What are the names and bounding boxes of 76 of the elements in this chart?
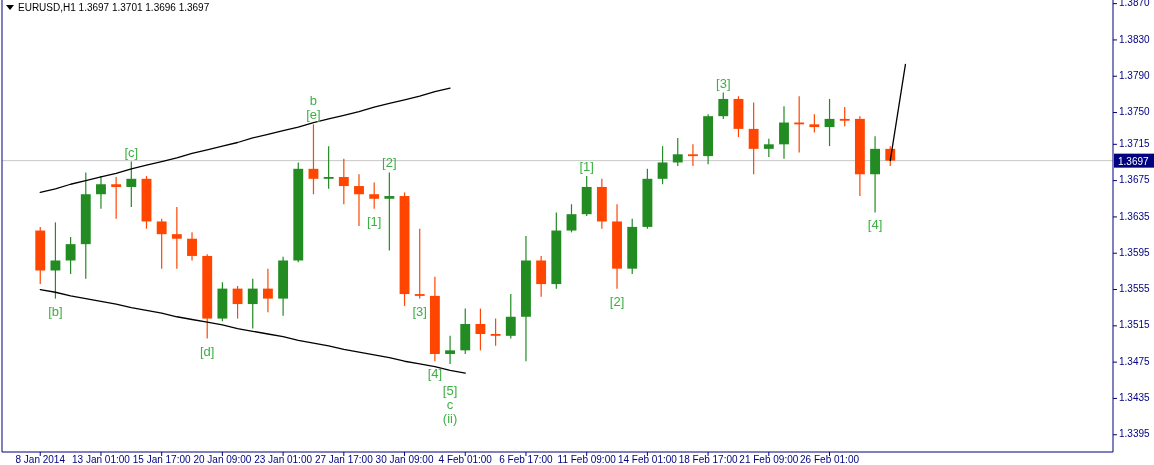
candlestick xyxy=(354,173,364,227)
candlestick xyxy=(96,175,106,210)
candlestick xyxy=(338,158,349,205)
candlestick xyxy=(384,171,395,252)
x-tick-label: 15 Jan 17:00 xyxy=(132,454,192,465)
candlestick xyxy=(262,268,273,313)
text: [2] xyxy=(382,155,397,171)
candlestick xyxy=(748,101,759,175)
y-tick-label: 1.3635 xyxy=(1119,210,1151,222)
ref-line-label: 1.3697 xyxy=(1118,155,1150,167)
y-tick-label: 1.3830 xyxy=(1119,33,1151,45)
x-tick-label: 26 Feb 01:00 xyxy=(800,454,860,465)
text: [b] xyxy=(48,304,63,320)
candlestick xyxy=(323,145,334,190)
candlestick xyxy=(839,106,850,127)
text: [1] xyxy=(366,214,382,230)
candlestick xyxy=(414,228,425,300)
x-tick-label: 8 Jan 2014 xyxy=(15,454,66,465)
candlestick xyxy=(718,91,729,120)
x-tick-label: 11 Feb 09:00 xyxy=(557,454,617,465)
candlestick xyxy=(779,105,789,160)
y-tick-label: 1.3595 xyxy=(1119,246,1151,258)
candlestick xyxy=(672,137,683,167)
text: b [e] xyxy=(306,93,321,123)
candlestick xyxy=(369,181,380,210)
y-tick-label: 1.3395 xyxy=(1119,428,1151,440)
text: [3] xyxy=(412,304,427,320)
text: [c] xyxy=(124,145,139,160)
candlestick xyxy=(111,176,122,220)
candlestick xyxy=(171,206,182,270)
candlestick xyxy=(65,236,76,275)
line-series xyxy=(39,87,451,194)
candlestick xyxy=(308,123,319,195)
candlestick xyxy=(187,231,197,262)
candlestick xyxy=(50,221,61,300)
x-tick-label: 21 Feb 09:00 xyxy=(739,454,799,465)
x-tick-label: 4 Feb 01:00 xyxy=(438,454,493,465)
y-tick-label: 1.3715 xyxy=(1119,137,1151,149)
candlestick xyxy=(505,293,516,340)
y-tick-label: 1.3475 xyxy=(1119,355,1151,367)
text: [4] xyxy=(427,366,443,382)
candlestick xyxy=(536,255,547,298)
y-tick-label: 1.3750 xyxy=(1119,106,1151,118)
y-tick-label: 1.3515 xyxy=(1119,319,1151,331)
candlestick xyxy=(490,317,501,347)
text: [5] c (ii) xyxy=(442,383,458,427)
text: [d] xyxy=(199,343,215,359)
candlestick xyxy=(566,203,577,233)
candlestick xyxy=(763,138,774,158)
chart-title: EURUSD,H1 1.3697 1.3701 1.3696 1.3697 xyxy=(18,2,210,13)
candlestick xyxy=(445,335,455,365)
x-tick-label: 13 Jan 01:00 xyxy=(72,454,131,465)
candlestick xyxy=(126,160,137,208)
y-tick-label: 1.3435 xyxy=(1119,392,1151,404)
x-tick-label: 30 Jan 09:00 xyxy=(375,454,434,465)
candlestick xyxy=(688,143,698,167)
candlestick xyxy=(156,218,167,270)
x-tick-label: 6 Feb 17:00 xyxy=(499,454,554,465)
y-tick-label: 1.3555 xyxy=(1119,283,1151,295)
y-tick-label: 1.3675 xyxy=(1119,174,1151,186)
candlestick xyxy=(475,307,486,351)
x-tick-label: 14 Feb 01:00 xyxy=(617,454,678,465)
x-tick-label: 18 Feb 17:00 xyxy=(678,454,739,465)
x-tick-label: 27 Jan 17:00 xyxy=(314,454,374,465)
text: [4] xyxy=(867,217,883,233)
text: [2] xyxy=(609,294,625,310)
y-tick-label: 1.3790 xyxy=(1119,69,1151,81)
x-tick-label: 23 Jan 01:00 xyxy=(254,454,313,465)
candlestick xyxy=(232,285,243,320)
text: [3] xyxy=(716,76,731,92)
y-tick-label: 1.3870 xyxy=(1119,0,1151,9)
candlestick xyxy=(657,145,668,185)
text: [1] xyxy=(579,159,594,175)
candlestick xyxy=(809,113,820,134)
x-tick-label: 20 Jan 09:00 xyxy=(193,454,252,465)
candlestick xyxy=(247,278,258,330)
